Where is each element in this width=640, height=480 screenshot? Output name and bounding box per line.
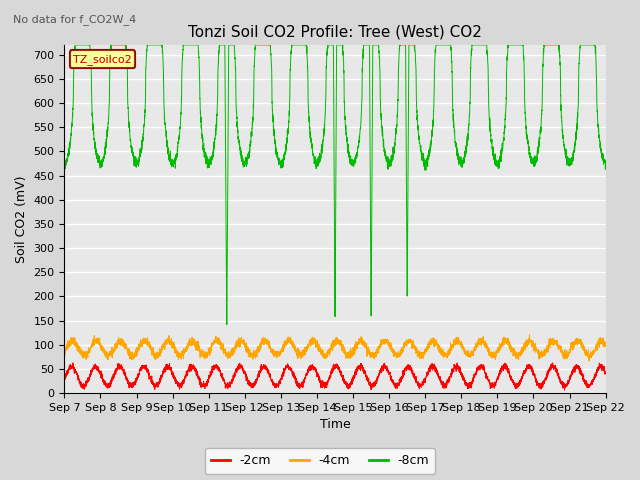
-4cm xyxy=(426,338,434,344)
Legend: -2cm, -4cm, -8cm: -2cm, -4cm, -8cm xyxy=(205,448,435,474)
-4cm xyxy=(525,332,533,337)
-8cm xyxy=(223,322,230,327)
-8cm xyxy=(487,137,495,143)
-2cm xyxy=(426,363,434,369)
-2cm xyxy=(61,378,68,384)
Line: -8cm: -8cm xyxy=(65,45,605,324)
Line: -4cm: -4cm xyxy=(65,335,605,361)
Y-axis label: Soil CO2 (mV): Soil CO2 (mV) xyxy=(15,175,28,263)
-4cm xyxy=(585,358,593,364)
-8cm xyxy=(427,147,435,153)
-2cm xyxy=(315,373,323,379)
Line: -2cm: -2cm xyxy=(65,363,605,390)
-2cm xyxy=(456,369,464,375)
-8cm xyxy=(456,161,464,167)
-4cm xyxy=(456,342,464,348)
-8cm xyxy=(602,157,609,163)
-4cm xyxy=(61,354,68,360)
-2cm xyxy=(548,360,556,366)
-4cm xyxy=(602,343,609,349)
X-axis label: Time: Time xyxy=(319,419,350,432)
-8cm xyxy=(61,161,68,167)
-2cm xyxy=(561,387,568,393)
-8cm xyxy=(72,42,79,48)
Legend: TZ_soilco2: TZ_soilco2 xyxy=(70,50,136,68)
Title: Tonzi Soil CO2 Profile: Tree (West) CO2: Tonzi Soil CO2 Profile: Tree (West) CO2 xyxy=(188,24,482,39)
-2cm xyxy=(602,371,609,376)
-8cm xyxy=(602,160,609,166)
Text: No data for f_CO2W_4: No data for f_CO2W_4 xyxy=(13,14,136,25)
-4cm xyxy=(158,347,166,352)
-2cm xyxy=(158,372,166,378)
-4cm xyxy=(315,345,323,351)
-8cm xyxy=(315,159,323,165)
-4cm xyxy=(487,350,495,356)
-2cm xyxy=(487,384,495,389)
-8cm xyxy=(158,42,166,48)
-4cm xyxy=(602,340,609,346)
-2cm xyxy=(602,369,609,375)
